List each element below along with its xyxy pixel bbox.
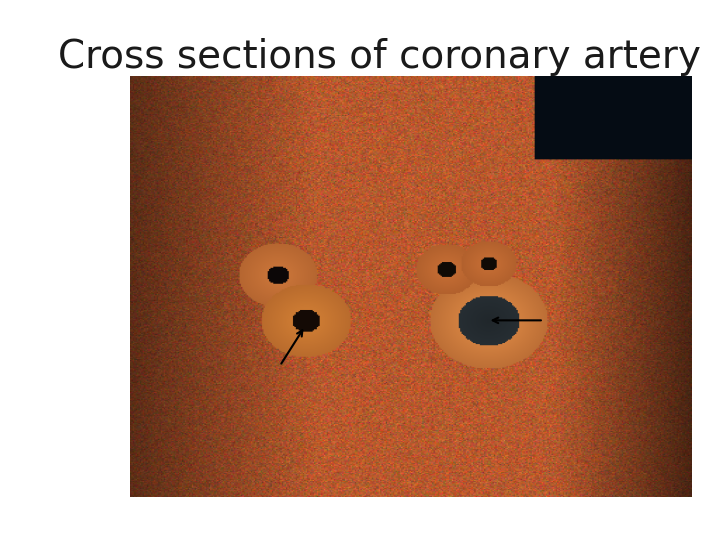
Text: Cross sections of coronary artery: Cross sections of coronary artery (58, 38, 701, 76)
